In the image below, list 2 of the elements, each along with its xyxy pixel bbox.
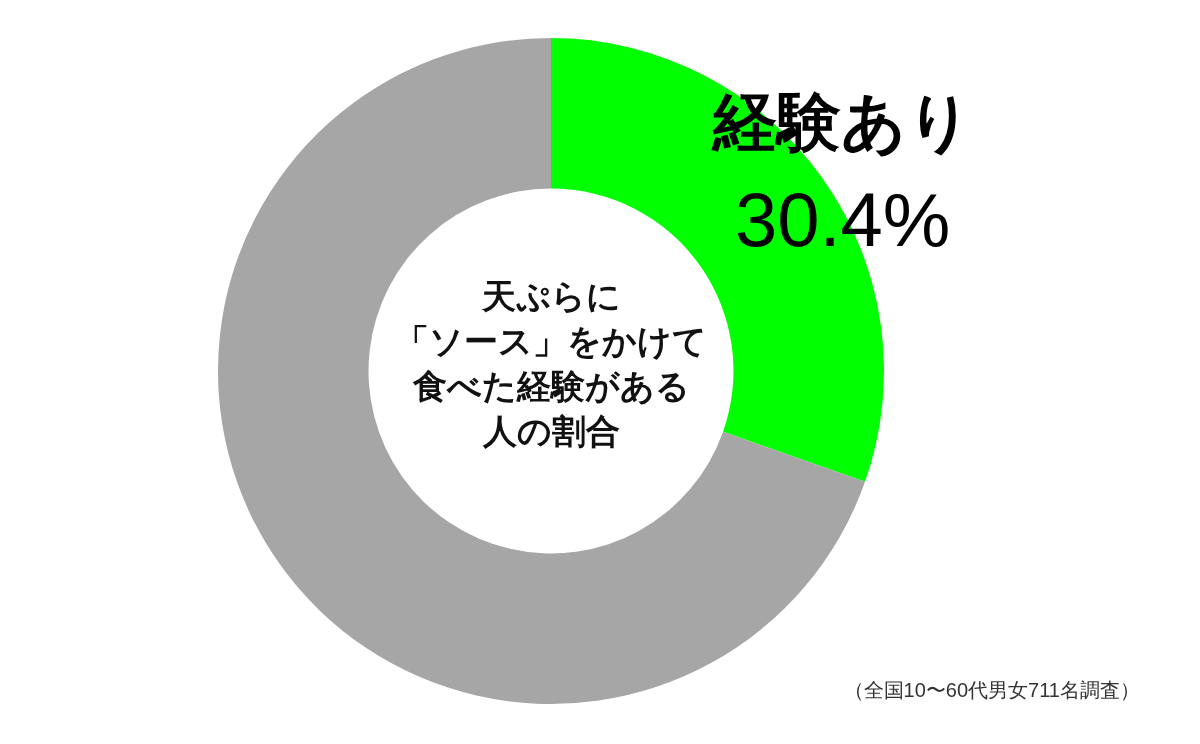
- title: 天ぷらに「ソース」をかけて食べた経験がある人の割合: [395, 276, 707, 450]
- annotation: （全国10〜60代男女711名調査）: [843, 679, 1140, 701]
